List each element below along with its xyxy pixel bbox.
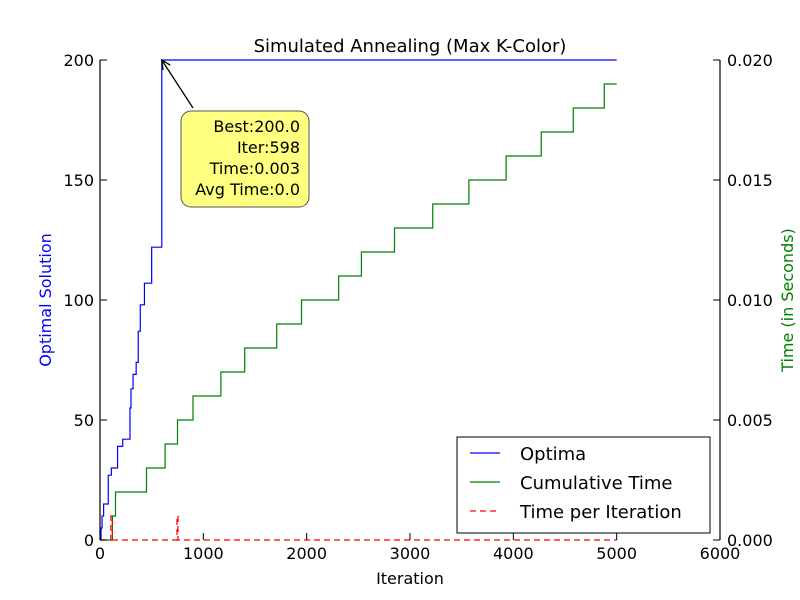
legend-label-cumulative-time: Cumulative Time bbox=[520, 473, 673, 494]
annotation-line-avg-time: Avg Time:0.0 bbox=[195, 180, 300, 199]
x-axis-label: Iteration bbox=[376, 569, 444, 588]
legend-label-optima: Optima bbox=[520, 444, 586, 465]
series-layer bbox=[100, 59, 617, 541]
x-axis-ticks: 0 1000 2000 3000 4000 5000 6000 bbox=[95, 533, 740, 563]
left-y-axis-label: Optimal Solution bbox=[36, 233, 55, 367]
left-y-tick-label: 200 bbox=[63, 51, 94, 70]
annotation-line-time: Time:0.003 bbox=[209, 159, 300, 178]
best-annotation: Best:200.0 Iter:598 Time:0.003 Avg Time:… bbox=[160, 58, 310, 208]
legend-label-time-per-iteration: Time per Iteration bbox=[519, 502, 682, 523]
right-y-tick-label: 0.000 bbox=[727, 531, 773, 550]
right-y-tick-label: 0.010 bbox=[727, 291, 773, 310]
x-tick-label: 1000 bbox=[183, 544, 224, 563]
x-tick-label: 6000 bbox=[700, 544, 741, 563]
x-tick-label: 4000 bbox=[493, 544, 534, 563]
left-y-tick-label: 100 bbox=[63, 291, 94, 310]
right-y-tick-label: 0.005 bbox=[727, 411, 773, 430]
x-tick-label: 3000 bbox=[390, 544, 431, 563]
left-y-tick-label: 50 bbox=[74, 411, 94, 430]
annotation-line-best: Best:200.0 bbox=[213, 117, 300, 136]
annotation-arrow bbox=[161, 59, 194, 109]
right-y-axis-label: Time (in Seconds) bbox=[778, 228, 797, 373]
left-y-tick-label: 150 bbox=[63, 171, 94, 190]
left-y-tick-label: 0 bbox=[84, 531, 94, 550]
legend: Optima Cumulative Time Time per Iteratio… bbox=[456, 436, 711, 534]
annotation-line-iter: Iter:598 bbox=[237, 138, 300, 157]
annotation-box bbox=[180, 110, 310, 208]
series-line-optima bbox=[100, 59, 617, 541]
right-y-tick-label: 0.015 bbox=[727, 171, 773, 190]
x-tick-label: 5000 bbox=[596, 544, 637, 563]
left-y-axis-ticks: 0 50 100 150 200 bbox=[63, 51, 107, 550]
chart-title: Simulated Annealing (Max K-Color) bbox=[254, 36, 567, 57]
right-y-axis-ticks: 0.000 0.005 0.010 0.015 0.020 bbox=[713, 51, 773, 550]
right-y-tick-label: 0.020 bbox=[727, 51, 773, 70]
x-tick-label: 2000 bbox=[286, 544, 327, 563]
x-tick-label: 0 bbox=[95, 544, 105, 563]
series-line-time-per-iteration bbox=[100, 515, 617, 541]
annotation-arrowhead bbox=[160, 58, 171, 71]
series-line-cumulative-time bbox=[100, 83, 617, 541]
